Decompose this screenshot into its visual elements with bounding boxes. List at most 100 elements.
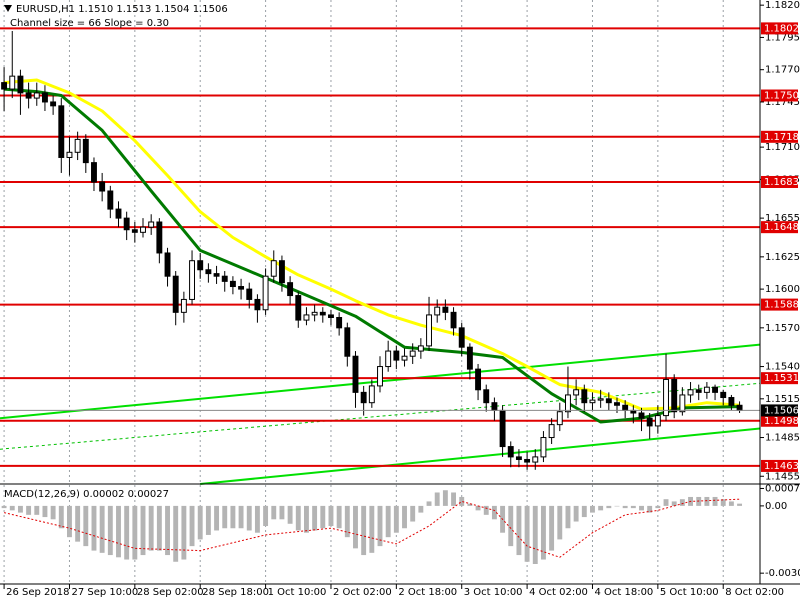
level-label: 1.1802 bbox=[764, 23, 799, 34]
macd-bar bbox=[189, 505, 195, 547]
candle-body bbox=[475, 368, 482, 391]
candle-body bbox=[99, 181, 106, 192]
candle-body bbox=[515, 456, 522, 460]
macd-bar bbox=[720, 499, 726, 506]
y-tick-label: 1.1820 bbox=[765, 0, 800, 11]
candle-body bbox=[205, 269, 212, 275]
x-tick-label: 4 Oct 02:00 bbox=[529, 587, 588, 598]
candle-body bbox=[221, 275, 228, 282]
candle-body bbox=[442, 306, 449, 313]
macd-bar bbox=[17, 505, 23, 513]
candle-body bbox=[597, 398, 604, 401]
macd-bar bbox=[34, 505, 40, 515]
macd-bar bbox=[254, 505, 260, 533]
macd-bar bbox=[42, 505, 48, 518]
candle-body bbox=[720, 391, 727, 399]
x-tick-label: 28 Sep 18:00 bbox=[202, 587, 269, 598]
candle-body bbox=[180, 298, 187, 313]
level-label-box bbox=[761, 89, 798, 102]
macd-bar bbox=[116, 505, 121, 558]
candle-body bbox=[9, 75, 16, 90]
macd-bar bbox=[475, 505, 481, 511]
candle-body bbox=[434, 306, 441, 316]
macd-bar bbox=[630, 505, 636, 509]
candle-body bbox=[458, 327, 465, 348]
level-label: 1.1648 bbox=[764, 222, 799, 233]
level-label: 1.1750 bbox=[764, 91, 799, 102]
macd-bar bbox=[590, 505, 595, 513]
macd-bar bbox=[328, 505, 334, 527]
macd-bar bbox=[459, 496, 465, 506]
candle-body bbox=[213, 273, 220, 277]
candle-body bbox=[524, 458, 531, 463]
candle-body bbox=[605, 398, 612, 404]
macd-bar bbox=[377, 505, 383, 547]
macd-bar bbox=[58, 505, 64, 529]
candle-body bbox=[409, 350, 416, 357]
macd-bar bbox=[99, 505, 105, 553]
macd-bar bbox=[312, 505, 318, 531]
macd-bar bbox=[344, 505, 350, 538]
macd-bar bbox=[663, 499, 669, 506]
candle-body bbox=[385, 350, 392, 368]
macd-bar bbox=[271, 505, 277, 520]
candle-body bbox=[311, 311, 318, 316]
candle-body bbox=[393, 350, 400, 361]
level-label-box bbox=[761, 175, 798, 188]
macd-title: MACD(12,26,9) 0.00002 0.00027 bbox=[4, 489, 169, 500]
candle-body bbox=[646, 417, 653, 427]
trend-line bbox=[200, 427, 761, 485]
candle-body bbox=[91, 162, 97, 183]
x-tick-label: 26 Sep 2018 bbox=[6, 587, 69, 598]
macd-bar bbox=[132, 505, 138, 560]
level-label-box bbox=[761, 459, 798, 472]
macd-bar bbox=[124, 505, 130, 560]
level-label-box bbox=[761, 372, 798, 385]
macd-bar bbox=[451, 492, 456, 506]
macd-bar bbox=[165, 505, 170, 556]
macd-bar bbox=[369, 505, 375, 553]
chart-title: EURUSD,H1 1.1510 1.1513 1.1504 1.1506 bbox=[16, 4, 228, 15]
candle-body bbox=[556, 411, 563, 426]
title-icon bbox=[4, 5, 12, 12]
macd-bar bbox=[295, 505, 301, 531]
candle-body bbox=[17, 75, 24, 94]
macd-bar bbox=[402, 505, 407, 529]
candle-body bbox=[295, 295, 302, 321]
candle-body bbox=[401, 355, 408, 361]
candle-body bbox=[74, 138, 81, 153]
macd-bar bbox=[230, 505, 236, 529]
x-tick-label: 1 Oct 10:00 bbox=[268, 587, 327, 598]
candle-body bbox=[728, 397, 735, 406]
candle-body bbox=[703, 386, 710, 393]
chart-subtitle: Channel size = 66 Slope = 0.30 bbox=[10, 18, 169, 29]
macd-bar bbox=[181, 505, 187, 560]
macd-bar bbox=[75, 505, 81, 542]
candle-body bbox=[548, 424, 555, 439]
candle-body bbox=[82, 138, 89, 164]
level-label-box bbox=[761, 298, 798, 311]
candle-body bbox=[687, 389, 694, 396]
x-tick-label: 2 Oct 18:00 bbox=[398, 587, 457, 598]
candle-body bbox=[695, 389, 702, 393]
macd-bar bbox=[679, 499, 685, 506]
macd-bar bbox=[524, 505, 530, 562]
macd-bar bbox=[581, 505, 587, 518]
candle-body bbox=[581, 389, 588, 404]
candle-body bbox=[319, 311, 326, 316]
level-label: 1.1463 bbox=[764, 461, 799, 472]
macd-bar bbox=[361, 505, 367, 556]
candle-body bbox=[270, 260, 277, 277]
y-tick-label: 1.1625 bbox=[765, 252, 800, 263]
macd-bar bbox=[467, 503, 473, 506]
last-price-box bbox=[761, 404, 798, 417]
candle-body bbox=[50, 101, 57, 107]
macd-bar bbox=[279, 505, 285, 520]
macd-bar bbox=[238, 505, 244, 529]
moving-average bbox=[3, 78, 740, 411]
candle-body bbox=[58, 105, 65, 158]
moving-average bbox=[3, 87, 740, 424]
macd-bar bbox=[140, 505, 146, 556]
